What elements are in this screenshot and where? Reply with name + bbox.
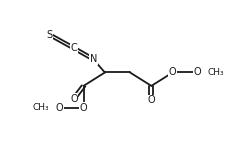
Text: S: S — [46, 30, 53, 40]
Text: CH₃: CH₃ — [32, 103, 49, 112]
Text: O: O — [70, 94, 78, 104]
Text: C: C — [70, 43, 77, 53]
Text: O: O — [56, 103, 63, 113]
Text: O: O — [80, 103, 88, 113]
Text: N: N — [90, 54, 97, 64]
Text: O: O — [193, 67, 201, 77]
Text: O: O — [148, 95, 155, 106]
Text: CH₃: CH₃ — [208, 68, 224, 77]
Text: O: O — [169, 67, 176, 77]
